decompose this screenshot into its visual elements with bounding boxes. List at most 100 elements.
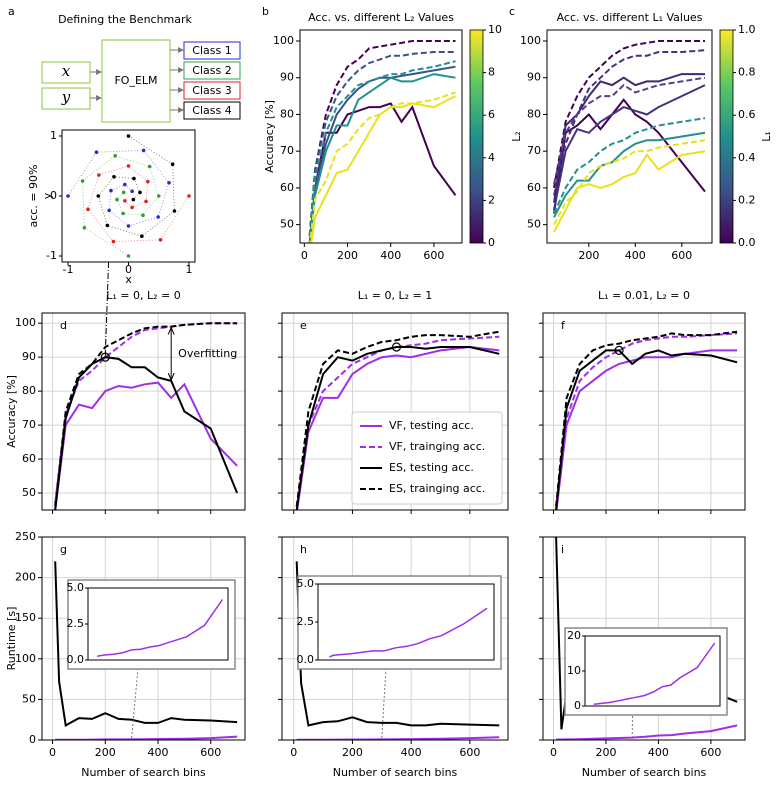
point — [132, 176, 136, 181]
colorbar — [719, 29, 734, 244]
line — [295, 330, 500, 507]
point — [94, 150, 99, 154]
y-tick-label: 50 — [527, 218, 541, 231]
point — [121, 190, 126, 195]
point — [144, 199, 148, 204]
point — [105, 223, 110, 228]
y-tick-label: 100 — [15, 316, 36, 329]
colorbar-tick-label: 0.2 — [738, 193, 756, 206]
legend-label: VF, trainging acc. — [389, 440, 485, 453]
point — [126, 224, 131, 228]
inset-frame — [564, 627, 728, 716]
line — [308, 40, 456, 236]
inset-connector — [381, 667, 387, 739]
colorbar-tick-label: 10 — [488, 23, 502, 36]
point — [123, 182, 127, 187]
panel-label: a — [8, 5, 15, 18]
y-tick-label: 50 — [280, 218, 294, 231]
x-tick-label: 400 — [625, 249, 646, 262]
colorbar-tick-label: 1.0 — [738, 23, 756, 36]
y-axis-label: y — [41, 192, 54, 199]
line — [553, 73, 705, 203]
panel-label: h — [300, 543, 307, 556]
line — [54, 322, 238, 504]
annotation: Overfitting — [178, 347, 237, 360]
inset-y-tick-label: 0.0 — [67, 653, 85, 666]
block-label: FO_ELM — [114, 74, 157, 87]
y-tick-label: 90 — [280, 71, 294, 84]
legend-label: ES, testing acc. — [389, 461, 474, 474]
line — [556, 724, 738, 740]
highlight-circle — [614, 345, 624, 355]
inset-y-tick-label: 20 — [567, 629, 581, 642]
x-tick-label: 200 — [95, 746, 116, 759]
x-tick-label: 200 — [578, 249, 599, 262]
line — [54, 381, 238, 510]
y-axis-label: Accuracy [%] — [5, 375, 18, 448]
line — [555, 349, 738, 510]
connector — [104, 261, 110, 358]
point — [126, 134, 131, 138]
spiral-arm — [97, 135, 175, 237]
class-box — [183, 61, 241, 80]
y-tick-label: 70 — [527, 144, 541, 157]
inset-y-tick-label: 5.0 — [67, 581, 85, 594]
point — [126, 254, 131, 258]
inset-axes — [584, 635, 721, 707]
panel-label: f — [561, 319, 566, 332]
input-label: y — [61, 88, 71, 106]
line — [295, 561, 500, 727]
point — [167, 181, 171, 185]
line — [308, 73, 456, 243]
x-tick-label: 400 — [148, 746, 169, 759]
line — [553, 84, 706, 211]
point — [130, 189, 134, 193]
line — [309, 91, 456, 243]
point — [147, 164, 152, 169]
x-axis-label: Number of search bins — [81, 766, 206, 779]
point — [126, 164, 131, 168]
colorbar-tick-label: 4 — [488, 151, 495, 164]
line — [553, 98, 706, 214]
class-label: Class 4 — [192, 104, 231, 117]
inset-y-tick-label: 0 — [574, 699, 581, 712]
inset-line — [329, 607, 488, 658]
inset-axes — [87, 587, 229, 661]
inset-y-tick-label: 2.5 — [297, 615, 315, 628]
x-axis-label: Number of search bins — [582, 766, 707, 779]
line — [555, 332, 738, 507]
point — [121, 211, 125, 216]
highlight-circle — [391, 342, 402, 352]
line — [308, 65, 456, 243]
y-tick-label: 0 — [50, 189, 57, 202]
line — [308, 102, 457, 243]
line — [55, 735, 238, 740]
point — [141, 148, 146, 153]
spiral-arm — [82, 155, 160, 257]
y-tick-label: 150 — [15, 611, 36, 624]
x-tick-label: 600 — [423, 249, 444, 262]
point — [138, 190, 142, 195]
x-tick-label: 0 — [49, 746, 56, 759]
class-box — [183, 41, 241, 60]
inset-frame — [297, 575, 502, 670]
y-tick-label: 70 — [280, 144, 294, 157]
line — [296, 345, 500, 510]
point — [66, 194, 70, 198]
y-tick-label: 0 — [29, 733, 36, 746]
colorbar-tick-label: 6 — [488, 108, 495, 121]
line — [54, 561, 238, 727]
plot-frame — [546, 29, 713, 244]
point — [111, 239, 116, 244]
y-axis-label: Accuracy [%] — [263, 100, 276, 173]
colorbar-tick-label: 0.0 — [738, 236, 756, 249]
plot-frame — [542, 536, 746, 741]
point — [86, 207, 90, 211]
y-tick-label: 80 — [280, 107, 294, 120]
x-tick-label: 0 — [550, 746, 557, 759]
line — [553, 76, 706, 185]
inset-frame — [67, 579, 236, 670]
x-tick-label: 1 — [185, 263, 192, 276]
x-tick-label: 0 — [301, 249, 308, 262]
